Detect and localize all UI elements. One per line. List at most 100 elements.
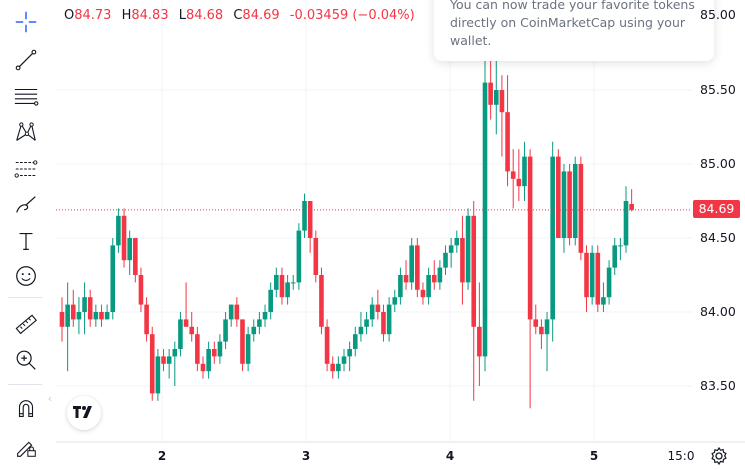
candle [544, 312, 550, 372]
candle-body-up [116, 215, 121, 246]
lock-drawing-tool[interactable] [8, 432, 44, 462]
candle [375, 289, 381, 320]
low-label: L [178, 8, 186, 23]
candle [240, 319, 245, 372]
candle [398, 267, 403, 305]
candle-body-down [527, 156, 533, 320]
tradingview-logo-icon [73, 406, 92, 418]
candle-body-up [251, 326, 257, 335]
candle [330, 356, 336, 379]
candle [606, 260, 612, 305]
candles [59, 45, 634, 409]
text-tool[interactable] [8, 226, 44, 256]
candle-body-down [121, 215, 127, 261]
candle-body-down [234, 304, 240, 320]
candle [556, 149, 561, 238]
candle-body-up [172, 349, 178, 357]
candle [195, 326, 200, 372]
chart-grid [56, 0, 692, 442]
candle [217, 334, 223, 364]
candle [189, 312, 195, 342]
ruler-tool[interactable] [8, 309, 44, 339]
candle [561, 164, 567, 253]
candle-body-up [618, 245, 623, 247]
candle-body-up [274, 275, 279, 290]
candle-body-down [70, 304, 76, 320]
candle-body-up [386, 304, 392, 335]
candle-body-up [448, 245, 454, 253]
candle [144, 297, 149, 342]
toolbar-collapse-handle[interactable]: ‹ [47, 392, 53, 405]
price-axis-label: 85.50 [700, 82, 736, 97]
candle [358, 312, 364, 342]
candle-body-down [138, 275, 144, 305]
candle-body-up [437, 267, 443, 283]
crosshair-icon [15, 11, 37, 33]
candle-body-down [533, 319, 539, 327]
brush-tool[interactable] [8, 190, 44, 220]
candle-body-down [279, 275, 285, 298]
high-value: 84.83 [131, 8, 169, 23]
candle [93, 304, 99, 327]
candle [257, 312, 262, 335]
candle-body-down [499, 90, 505, 113]
candle-body-down [307, 201, 313, 238]
emoji-tool[interactable] [8, 261, 44, 291]
candle [104, 304, 110, 320]
candle-body-down [99, 312, 104, 320]
fib-retracement-icon [14, 160, 38, 178]
crosshair-tool[interactable] [8, 7, 44, 37]
candle-body-up [606, 267, 612, 298]
trend-line-tool[interactable] [8, 45, 44, 75]
candle [595, 245, 601, 312]
tradingview-logo[interactable] [67, 396, 101, 430]
fib-retracement-tool[interactable] [8, 154, 44, 184]
candle [454, 230, 460, 253]
candle-body-up [347, 349, 352, 357]
candle [138, 267, 144, 312]
candle [510, 149, 516, 209]
pattern-tool[interactable] [8, 117, 44, 147]
candle [178, 312, 183, 357]
candle-body-down [415, 245, 420, 290]
candle-body-up [178, 319, 183, 349]
close-label: C [233, 8, 243, 23]
candle [307, 201, 313, 253]
candle [279, 267, 285, 305]
candle-body-up [544, 319, 550, 335]
magnet-tool[interactable] [8, 394, 44, 424]
candle [99, 304, 104, 327]
candle [488, 60, 493, 120]
candle-body-up [285, 282, 290, 298]
candle [516, 149, 522, 201]
candle-body-up [206, 349, 211, 372]
candle-body-up [623, 201, 629, 246]
candle [386, 297, 392, 342]
candle [550, 141, 555, 342]
chart-settings-icon[interactable] [709, 446, 729, 466]
candle-body-up [223, 319, 228, 342]
candle-body-up [601, 297, 606, 305]
candle-body-up [392, 297, 398, 305]
candle-body-down [505, 112, 510, 172]
candle-body-up [262, 312, 268, 320]
candle [127, 230, 132, 275]
candle [211, 341, 217, 364]
candle [431, 260, 437, 290]
candle [274, 267, 279, 298]
horizontal-lines-tool[interactable] [8, 81, 44, 111]
candle-body-down [189, 326, 195, 335]
candle-body-up [572, 164, 578, 238]
notice-text: You can now trade your favorite tokens d… [450, 0, 695, 48]
zoom-in-tool[interactable] [8, 345, 44, 375]
candle-body-up [589, 252, 595, 298]
candle [149, 326, 155, 401]
candle [426, 267, 431, 305]
candle-body-up [522, 156, 527, 187]
candle-body-down [195, 334, 200, 364]
drawing-toolbar [0, 0, 52, 470]
candle [245, 326, 251, 372]
candle-body-up [426, 275, 431, 298]
candle-body-down [313, 238, 319, 275]
